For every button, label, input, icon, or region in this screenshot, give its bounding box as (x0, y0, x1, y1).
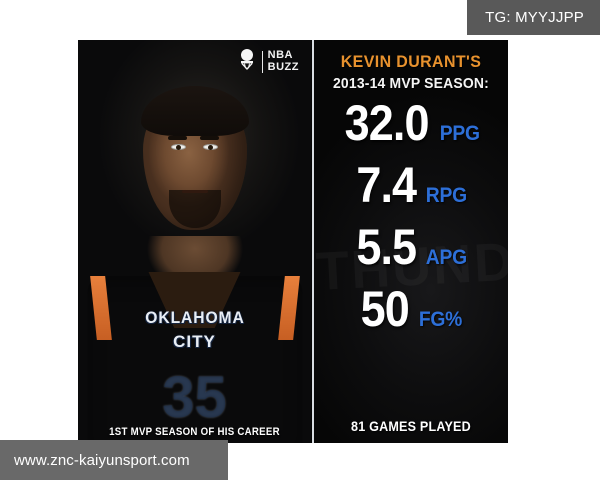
nba-buzz-logo: NBA BUZZ (237, 48, 299, 75)
telegram-watermark-badge: TG: MYYJJPP (467, 0, 600, 35)
stats-subtitle: 2013-14 MVP SEASON: (332, 75, 490, 92)
jersey-team-line1: OKLAHOMA (144, 308, 245, 327)
jersey-number: 35 (162, 365, 227, 430)
stat-value: 50 (360, 281, 410, 337)
stat-value: 7.4 (356, 157, 417, 213)
stat-row: 7.4 RPG (314, 160, 508, 222)
stats-background (314, 40, 508, 443)
stat-label: FG% (418, 308, 462, 331)
player-pupil-right (208, 145, 213, 150)
player-mouth (181, 190, 208, 193)
stat-value: 32.0 (344, 95, 430, 151)
infographic-card: OKLAHOMA CITY 35 (78, 40, 508, 443)
logo-wordmark: NBA BUZZ (268, 50, 299, 73)
stats-footer: 81 GAMES PLAYED (351, 418, 471, 434)
stat-row: 50 FG% (314, 284, 508, 346)
player-pupil-left (176, 145, 181, 150)
player-brow-right (200, 136, 219, 140)
player-hair (140, 86, 249, 136)
stats-title: KEVIN DURANT'S (340, 52, 482, 71)
basketball-hoop-icon (237, 48, 257, 75)
photo-caption: 1ST MVP SEASON OF HIS CAREER (109, 426, 280, 438)
stats-panel: THUNDER KEVIN DURANT'S 2013-14 MVP SEASO… (314, 40, 508, 443)
jersey-team-line2: CITY (173, 332, 216, 351)
logo-line-buzz: BUZZ (267, 61, 299, 73)
logo-line-nba: NBA (267, 49, 294, 61)
panel-divider (312, 40, 314, 443)
stat-rows: 32.0 PPG 7.4 RPG 5.5 APG 50 FG% (314, 98, 508, 346)
stat-label: RPG (426, 184, 468, 207)
stat-row: 5.5 APG (314, 222, 508, 284)
stat-value: 5.5 (356, 219, 417, 275)
player-photo-panel: OKLAHOMA CITY 35 (78, 40, 311, 443)
stats-header: KEVIN DURANT'S 2013-14 MVP SEASON: (314, 40, 508, 92)
stat-label: APG (426, 246, 468, 269)
logo-divider (261, 50, 263, 73)
site-watermark-badge: www.znc-kaiyunsport.com (0, 440, 228, 480)
player-brow-left (168, 136, 187, 140)
stat-row: 32.0 PPG (314, 98, 508, 160)
stat-label: PPG (440, 122, 481, 145)
player-jersey: OKLAHOMA CITY 35 (87, 276, 302, 443)
